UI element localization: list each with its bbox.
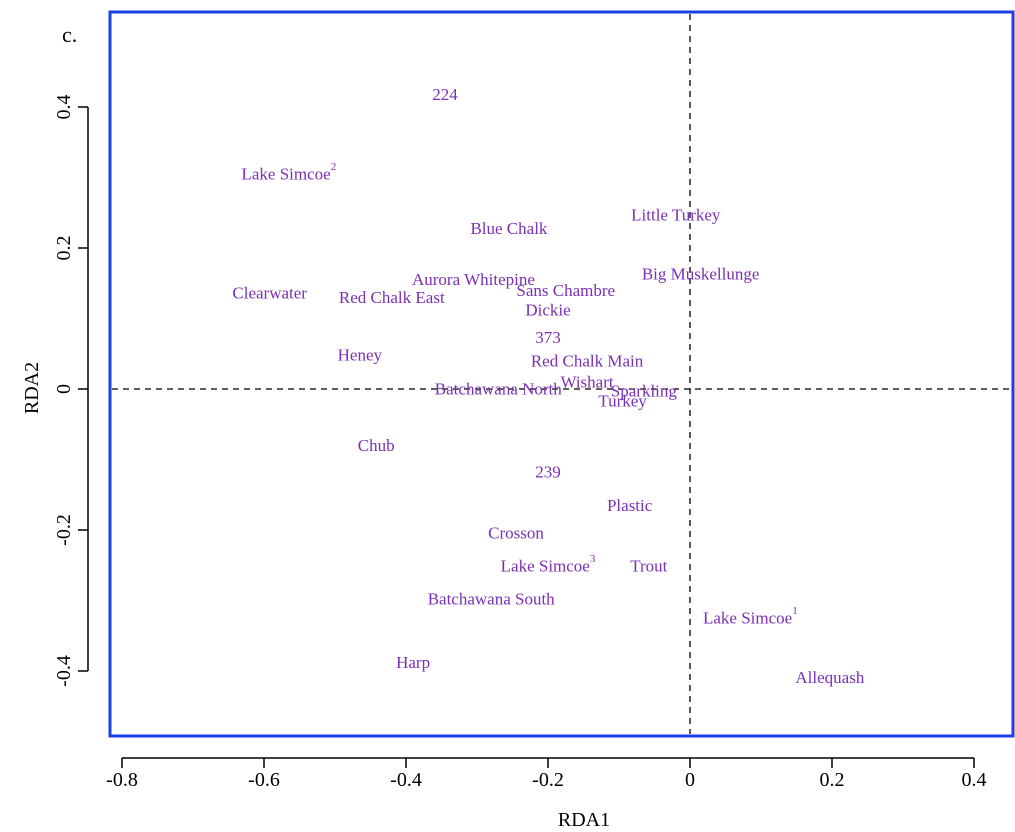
- y-axis-label: RDA2: [21, 362, 43, 414]
- site-label-point: Harp: [396, 653, 430, 672]
- site-label-point: Red Chalk Main: [531, 351, 644, 370]
- site-label-point: Little Turkey: [631, 205, 721, 224]
- site-label-point: Aurora Whitepine: [412, 270, 535, 289]
- site-label-superscript: 1: [792, 605, 798, 617]
- site-label-point: Lake Simcoe2: [241, 161, 336, 184]
- site-label-point: 224: [432, 85, 458, 104]
- site-label-point: Dickie: [525, 301, 570, 320]
- plot-frame-group: [108, 10, 1015, 738]
- y-tick-label: -0.2: [53, 514, 75, 546]
- site-label-point: Clearwater: [232, 284, 307, 303]
- site-label-point: Allequash: [795, 668, 864, 687]
- site-label-point: 373: [535, 328, 561, 347]
- site-label-point: Turkey: [598, 391, 647, 410]
- site-label-point: Batchawana North: [435, 380, 562, 399]
- site-label-point: Plastic: [607, 496, 653, 515]
- site-label-superscript: 3: [590, 553, 596, 565]
- y-tick-label: 0.2: [53, 236, 75, 261]
- site-label-point: Sans Chambre: [516, 281, 615, 300]
- site-labels: 224 Lake Simcoe2 Little Turkey Blue Chalk Bi…: [232, 85, 864, 687]
- y-tick-label: -0.4: [53, 655, 75, 687]
- site-label-point: Heney: [338, 346, 383, 365]
- x-tick-label: -0.6: [248, 769, 280, 791]
- site-label-superscript: 2: [331, 161, 337, 173]
- site-label-point: Red Chalk East: [339, 288, 445, 307]
- x-tick-label: -0.8: [106, 769, 138, 791]
- x-tick-label: 0.4: [962, 769, 987, 791]
- site-label-point: Crosson: [488, 523, 544, 542]
- y-tick-label: 0.4: [53, 95, 75, 120]
- site-label-point: Big Muskellunge: [642, 265, 760, 284]
- site-label-point: Chub: [358, 436, 395, 455]
- panel-label: c.: [62, 22, 77, 47]
- site-label-point: Lake Simcoe3: [501, 553, 596, 576]
- site-label-point: Lake Simcoe1: [703, 605, 798, 628]
- y-axis: -0.4 -0.2 0 0.2 0.4: [53, 95, 89, 687]
- site-label-point: Batchawana South: [428, 590, 555, 609]
- site-label-point: Trout: [630, 556, 667, 575]
- site-label-point: 239: [535, 463, 561, 482]
- x-axis: -0.8 -0.6 -0.4 -0.2 0 0.2 0.4: [106, 757, 987, 791]
- x-tick-label: 0: [685, 769, 695, 791]
- x-tick-label: -0.2: [532, 769, 564, 791]
- x-tick-label: -0.4: [390, 769, 422, 791]
- y-tick-label: 0: [53, 384, 75, 394]
- site-label-point: Sparkling: [611, 382, 678, 401]
- plot-frame: [108, 10, 1015, 738]
- site-label-point: Blue Chalk: [470, 219, 547, 238]
- site-label-point: Wishart: [560, 372, 613, 391]
- reference-lines: [112, 14, 1011, 734]
- x-axis-label: RDA1: [558, 809, 610, 831]
- x-tick-label: 0.2: [820, 769, 845, 791]
